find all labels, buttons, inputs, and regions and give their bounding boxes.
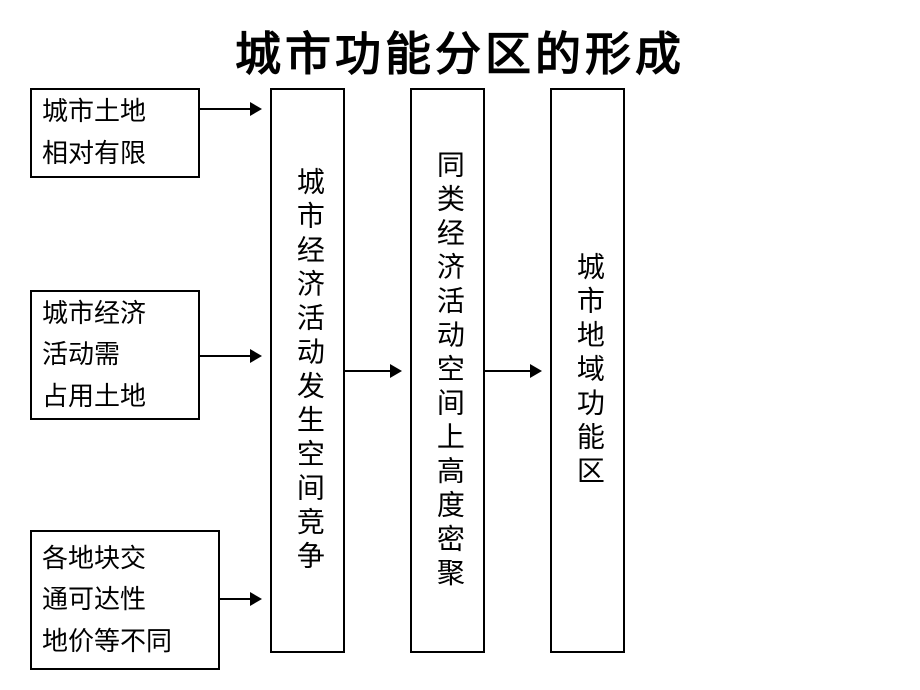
left-box-2-line-1: 通可达性 bbox=[42, 579, 146, 621]
vertical-box-0: 城市经济活动发生空间竞争 bbox=[270, 88, 345, 653]
left-box-1-line-2: 占用土地 bbox=[42, 376, 146, 418]
arrow-3 bbox=[345, 370, 400, 372]
arrow-2 bbox=[220, 598, 260, 600]
arrow-4 bbox=[485, 370, 540, 372]
left-box-1: 城市经济活动需占用土地 bbox=[30, 290, 200, 420]
arrow-0 bbox=[200, 108, 260, 110]
left-box-2-line-2: 地价等不同 bbox=[42, 621, 172, 663]
left-box-0: 城市土地相对有限 bbox=[30, 88, 200, 178]
left-box-1-line-1: 活动需 bbox=[42, 334, 120, 376]
left-box-2-line-0: 各地块交 bbox=[42, 538, 146, 580]
left-box-1-line-0: 城市经济 bbox=[42, 293, 146, 335]
left-box-0-line-1: 相对有限 bbox=[42, 133, 146, 175]
arrow-1 bbox=[200, 355, 260, 357]
vertical-box-2: 城市地域功能区 bbox=[550, 88, 625, 653]
left-box-0-line-0: 城市土地 bbox=[42, 91, 146, 133]
left-box-2: 各地块交通可达性地价等不同 bbox=[30, 530, 220, 670]
page-title: 城市功能分区的形成 bbox=[0, 18, 920, 84]
vertical-box-1: 同类经济活动空间上高度密聚 bbox=[410, 88, 485, 653]
